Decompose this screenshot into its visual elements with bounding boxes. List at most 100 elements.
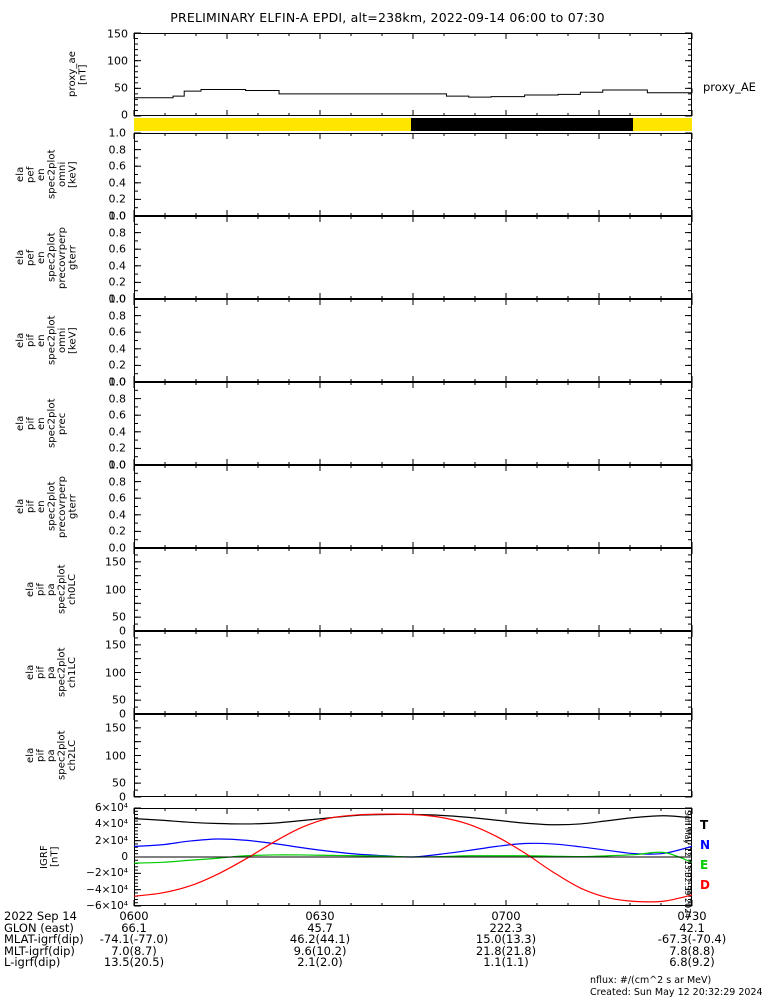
ytick-label: 0.0	[108, 209, 127, 223]
ytick-label: 2×10⁴	[94, 834, 128, 847]
ytick-label: 0.8	[108, 309, 127, 323]
axis-value: 9.6(10.2)	[293, 943, 347, 958]
ytick: 50	[114, 81, 128, 95]
panel-ela-pef-en-omni	[134, 133, 692, 216]
panel-ela-pif-en-omni	[134, 299, 692, 382]
axis-value: 7.8(8.8)	[669, 943, 715, 958]
ytick-label: 0	[119, 707, 126, 721]
axis-value: 13.5(20.5)	[103, 955, 165, 970]
axis-row-label: MLT-igrf(dip)	[4, 943, 75, 958]
axis-value: 1.1(1.1)	[483, 955, 529, 970]
axis-value: 0700	[491, 909, 521, 923]
axis-value: 42.1	[679, 920, 705, 935]
panel-proxy-ae	[134, 33, 692, 116]
ytick-label: 0.2	[108, 358, 127, 372]
footer-created: Created: Sun May 12 20:32:29 2024	[590, 987, 763, 998]
panel-ela-pif-pa-ch2lc	[134, 714, 692, 797]
ytick-label: 6×10⁴	[94, 802, 128, 814]
ytick-label: 50	[112, 693, 126, 707]
axis-value: 0600	[119, 909, 149, 923]
ytick-label: 0.6	[108, 325, 127, 339]
status-bar	[134, 118, 692, 131]
ytick-label: 150	[105, 555, 126, 569]
status-bar-segment	[411, 118, 633, 131]
ytick-label: 0.8	[108, 226, 127, 240]
ytick-label: 0	[119, 790, 126, 804]
ytick-label: 1.0	[108, 209, 127, 223]
axis-value: 15.0(13.3)	[475, 932, 537, 947]
ytick-label: −6×10⁴	[86, 900, 128, 912]
ytick-label: 0.6	[108, 159, 127, 173]
axis-value: 222.3	[489, 920, 523, 935]
ytick-label: 150	[105, 638, 126, 652]
ytick: 100	[107, 54, 128, 68]
axis-value: 0730	[677, 909, 707, 923]
ytick-label: 4×10⁴	[94, 818, 128, 831]
panel-ela-pef-en-precovrperp	[134, 216, 692, 299]
axis-value: -74.1(-77.0)	[99, 932, 169, 947]
panel-ela-pif-en-precovrperp	[134, 465, 692, 548]
ytick-label: 0.2	[108, 192, 127, 206]
ytick-label: −4×10⁴	[86, 883, 128, 896]
ytick-label: 0.2	[108, 441, 127, 455]
ytick-label: 0.4	[108, 425, 127, 439]
axis-value: 45.7	[307, 920, 333, 935]
axis-value: 0630	[305, 909, 335, 923]
ytick-label: 0.0	[108, 541, 127, 555]
legend-item-n: N	[700, 838, 711, 852]
ytick-label: 1.0	[108, 292, 127, 306]
axis-value: -67.3(-70.4)	[657, 932, 727, 947]
ytick-label: 1.0	[108, 458, 127, 472]
ytick-label: 150	[105, 721, 126, 735]
axis-value: 6.8(9.2)	[669, 955, 715, 970]
ytick-label: 100	[105, 666, 126, 679]
ytick-label: 0.2	[108, 275, 127, 289]
axis-row-label: L-igrf(dip)	[4, 955, 61, 970]
status-bar-segment	[632, 118, 692, 131]
ytick-label: 0.4	[108, 259, 127, 273]
ytick-label: 50	[112, 610, 126, 624]
ytick-label: 1.0	[108, 375, 127, 389]
axis-row-label: 2022 Sep 14	[4, 909, 77, 923]
page-title: PRELIMINARY ELFIN-A EPDI, alt=238km, 202…	[170, 10, 605, 25]
axis-value: 66.1	[121, 920, 147, 935]
ytick-label: 0	[119, 624, 126, 638]
ytick-label: 0.0	[108, 375, 127, 389]
ytick-label: 0.4	[108, 342, 127, 356]
panel-ela-pif-pa-ch0lc	[134, 548, 692, 631]
ytick-label: 0.4	[108, 176, 127, 190]
ytick-label: 100	[105, 749, 126, 762]
ytick-label: 0.6	[108, 408, 127, 422]
panel-igrf-ylabel: IGRF [nT]	[39, 845, 61, 869]
ytick-label: 0.8	[108, 143, 127, 157]
axis-value: 21.8(21.8)	[475, 943, 537, 958]
panel-proxy-ae-ylabel: proxy_ae [nT]	[67, 51, 89, 98]
axis-value: 46.2(44.1)	[289, 932, 351, 947]
panel-ela-pif-en-prec	[134, 382, 692, 465]
panel-ela-pif-pa-ch1lc	[134, 631, 692, 714]
ytick: 150	[107, 27, 128, 41]
ytick-label: 0.8	[108, 475, 127, 489]
ytick-label: 0	[121, 851, 128, 863]
axis-row-label: MLAT-igrf(dip)	[4, 932, 84, 947]
status-bar-segment	[134, 118, 412, 131]
footer-nflux: nflux: #/(cm^2 s ar MeV)	[590, 975, 712, 986]
panel-igrf	[134, 808, 692, 906]
ytick-label: 0.8	[108, 392, 127, 406]
axis-row-label: GLON (east)	[4, 920, 74, 935]
ytick-label: 50	[112, 776, 126, 790]
ytick-label: 1.0	[108, 126, 127, 140]
ytick-label: 0.0	[108, 292, 127, 306]
axis-value: 2.1(2.0)	[297, 955, 343, 970]
legend-item-e: E	[700, 858, 709, 872]
ytick-label: 0.0	[108, 458, 127, 472]
ytick: 0	[121, 108, 128, 122]
ytick-label: 0.6	[108, 491, 127, 505]
proxy-ae-right-label: proxy_AE	[703, 80, 756, 94]
legend-item-d: D	[700, 878, 710, 892]
axis-value: 7.0(8.7)	[111, 943, 157, 958]
legend-item-t: T	[700, 818, 709, 832]
ytick-label: 0.4	[108, 508, 127, 522]
side-timestamp: Sun May 12 13:32:39 2024	[683, 810, 692, 919]
ytick-label: −2×10⁴	[86, 867, 128, 880]
